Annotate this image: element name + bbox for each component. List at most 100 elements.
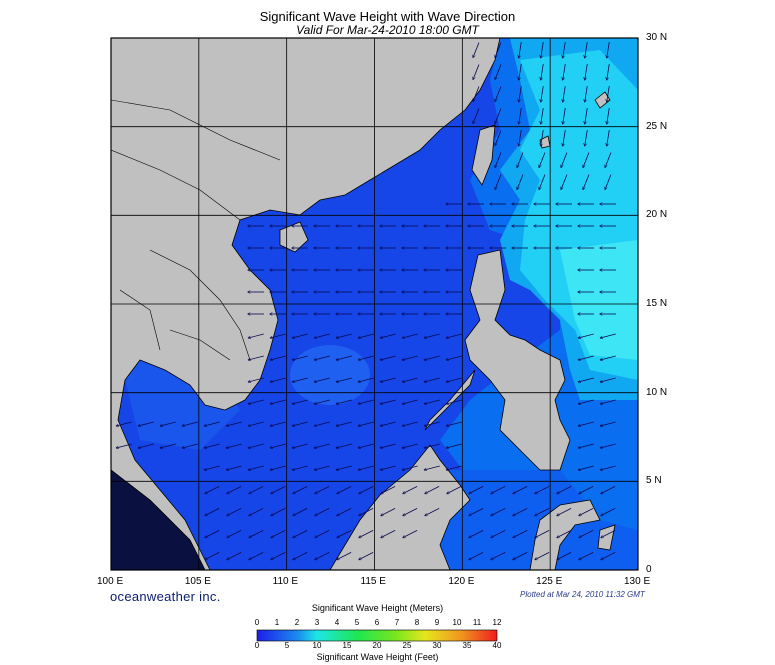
- legend-feet-tick: 35: [462, 641, 472, 650]
- wave-arrow: [600, 399, 616, 404]
- longitude-label: 125 E: [536, 576, 563, 587]
- wave-arrow: [495, 108, 502, 124]
- wave-arrow: [600, 421, 616, 426]
- wave-arrow: [249, 508, 264, 515]
- wave-arrow: [425, 508, 440, 515]
- wave-arrow: [563, 86, 566, 102]
- wave-arrow: [248, 465, 264, 470]
- wave-arrow: [380, 399, 396, 404]
- legend-feet-title: Significant Wave Height (Feet): [316, 652, 439, 662]
- wave-arrow: [607, 64, 610, 80]
- wave-arrow: [473, 64, 480, 80]
- wave-arrow: [270, 443, 286, 448]
- wave-arrow: [227, 530, 242, 537]
- wave-arrow: [248, 355, 264, 360]
- legend-meters-title: Significant Wave Height (Meters): [311, 603, 444, 613]
- wave-arrow: [403, 508, 418, 515]
- wave-arrow: [271, 508, 286, 515]
- wave-arrow: [585, 130, 588, 146]
- longitude-label: 110 E: [272, 576, 299, 587]
- wave-arrow: [424, 377, 440, 382]
- wave-arrow: [381, 530, 396, 537]
- map-subtitle: Valid For Mar-24-2010 18:00 GMT: [296, 23, 479, 37]
- land: [111, 38, 616, 570]
- wave-arrow: [359, 552, 374, 559]
- wave-arrow: [539, 152, 546, 168]
- wave-arrow: [600, 465, 616, 470]
- wave-arrow: [359, 508, 374, 515]
- legend-meter-tick: 7: [394, 618, 400, 627]
- wave-arrow: [579, 486, 594, 493]
- wave-arrow: [583, 152, 590, 168]
- wave-arrow: [601, 530, 616, 537]
- wave-arrow: [271, 486, 286, 493]
- wave-arrow: [469, 552, 484, 559]
- wave-arrow: [226, 465, 242, 470]
- wave-arrow: [381, 486, 396, 493]
- wave-arrow: [563, 108, 566, 124]
- legend-meter-tick: 2: [294, 618, 300, 627]
- wave-arrow: [600, 443, 616, 448]
- wave-arrow: [205, 530, 220, 537]
- wave-arrow: [585, 108, 588, 124]
- wave-arrow: [579, 530, 594, 537]
- wave-arrow: [116, 443, 132, 448]
- wave-arrow: [519, 108, 522, 124]
- legend-feet-tick: 30: [432, 641, 442, 650]
- wave-arrow: [578, 333, 594, 338]
- wave-arrow: [402, 443, 418, 448]
- wave-arrow: [337, 552, 352, 559]
- wave-arrow: [578, 443, 594, 448]
- legend-feet-tick: 0: [254, 641, 260, 650]
- wave-arrow: [513, 508, 528, 515]
- wave-arrow: [358, 377, 374, 382]
- legend-feet-tick: 15: [342, 641, 352, 650]
- wave-arrow: [469, 486, 484, 493]
- wave-arrow: [541, 130, 544, 146]
- wave-arrow: [248, 333, 264, 338]
- wave-arrow: [248, 377, 264, 382]
- wave-arrow: [204, 443, 220, 448]
- wave-arrow: [557, 508, 572, 515]
- wave-arrow: [270, 333, 286, 338]
- wave-arrow: [205, 486, 220, 493]
- legend-meter-tick: 0: [254, 618, 260, 627]
- wave-arrow: [578, 355, 594, 360]
- wave-arrow: [226, 443, 242, 448]
- wave-arrow: [292, 443, 308, 448]
- wave-arrow: [227, 552, 242, 559]
- wave-arrow: [600, 377, 616, 382]
- latitude-label: 0: [646, 564, 652, 575]
- legend-feet-ticks: 0 5 10 15 20 25 30 35 40: [0, 641, 775, 653]
- wave-arrow: [293, 552, 308, 559]
- longitude-label: 130 E: [624, 576, 651, 587]
- wave-arrow: [513, 530, 528, 537]
- wave-arrow: [600, 355, 616, 360]
- legend-meter-tick: 4: [334, 618, 340, 627]
- wave-arrow: [578, 399, 594, 404]
- wave-arrow: [557, 530, 572, 537]
- wave-arrow: [358, 443, 374, 448]
- wave-arrow: [292, 399, 308, 404]
- wave-arrow: [402, 465, 418, 470]
- wave-arrow: [517, 174, 524, 190]
- wave-arrow: [249, 486, 264, 493]
- legend-meter-tick: 11: [472, 618, 482, 627]
- wave-arrow: [578, 421, 594, 426]
- wave-arrow: [403, 486, 418, 493]
- wave-arrow: [380, 377, 396, 382]
- wave-arrow: [227, 486, 242, 493]
- wave-arrow: [424, 421, 440, 426]
- wave-arrow: [380, 421, 396, 426]
- wave-arrow: [473, 86, 480, 102]
- wave-arrow: [607, 108, 610, 124]
- wave-arrow: [205, 552, 220, 559]
- wave-arrow: [563, 42, 566, 58]
- wave-arrow: [292, 333, 308, 338]
- wave-arrow: [380, 355, 396, 360]
- legend-meter-tick: 9: [434, 618, 440, 627]
- wave-arrow: [495, 174, 502, 190]
- wave-arrow: [517, 152, 524, 168]
- wave-arrow: [585, 42, 588, 58]
